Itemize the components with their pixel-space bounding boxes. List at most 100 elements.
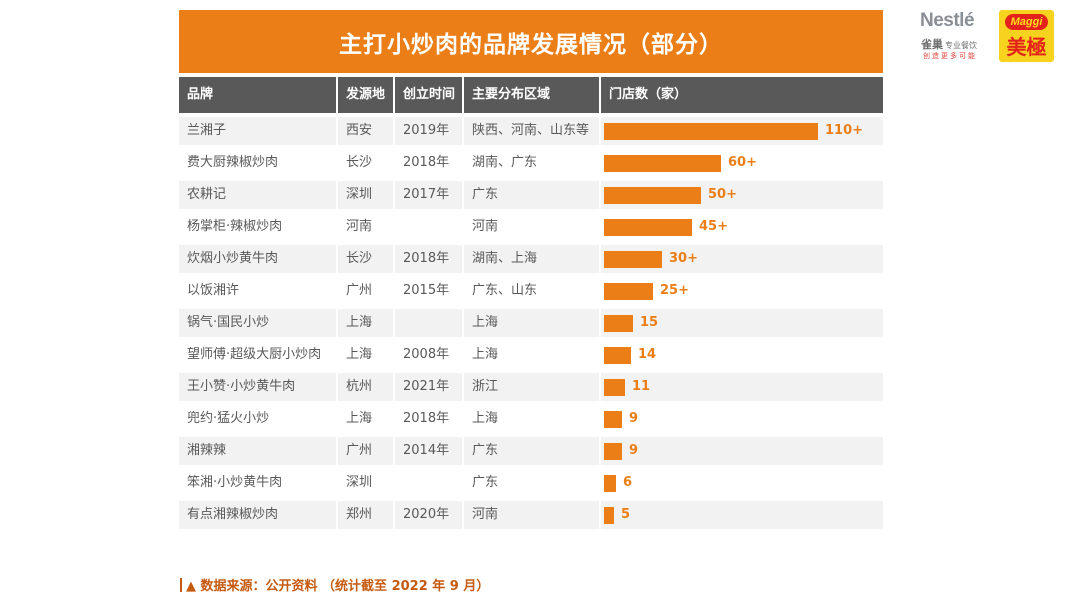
cell-founded: 2020年 (395, 501, 462, 529)
cell-stores (601, 405, 883, 433)
nestle-wordmark: Nestlé (920, 10, 975, 31)
cell-region: 广东 (464, 181, 599, 209)
store-count-bar (604, 379, 625, 396)
cell-region: 上海 (472, 411, 499, 426)
table-row: 笨湘·小炒黄牛肉 深圳 广东 6 (179, 469, 883, 497)
store-count-label: 50+ (708, 187, 737, 202)
cell-stores (601, 437, 883, 465)
cell-founded: 2021年 (395, 373, 462, 401)
cell-founded: 2017年 (395, 181, 462, 209)
cell-brand: 王小赞·小炒黄牛肉 (179, 373, 336, 401)
cell-stores (601, 469, 883, 497)
cell-origin: 上海 (338, 309, 393, 337)
cell-founded: 2019年 (395, 117, 462, 145)
cell-founded: 2018年 (403, 411, 450, 426)
table-row: 费大厨辣椒炒肉 长沙 2018年 湖南、广东 60+ (179, 149, 883, 177)
page-title: 主打小炒肉的品牌发展情况（部分） (179, 10, 883, 73)
cell-brand: 望师傅·超级大厨小炒肉 (187, 347, 322, 362)
table-row: 王小赞·小炒黄牛肉 杭州 2021年 浙江 11 (179, 373, 883, 401)
store-count-label: 15 (640, 315, 659, 330)
cell-brand: 兜约·猛火小炒 (187, 411, 270, 426)
source-text: ▲ 数据来源：公开资料 （统计截至 2022 年 9 月） (186, 579, 490, 594)
cell-founded: 2018年 (403, 155, 450, 170)
cell-region: 河南 (464, 501, 599, 529)
col-header-region: 主要分布区域 (464, 77, 599, 113)
store-count-label: 30+ (669, 251, 698, 266)
store-count-label: 6 (623, 475, 633, 490)
col-header-origin: 发源地 (338, 77, 393, 113)
cell-stores (601, 501, 883, 529)
store-count-bar (604, 283, 653, 300)
cell-brand: 炊烟小炒黄牛肉 (179, 245, 336, 273)
cell-stores (601, 309, 883, 337)
table-row: 有点湘辣椒炒肉 郑州 2020年 河南 5 (179, 501, 883, 529)
cell-brand: 费大厨辣椒炒肉 (187, 155, 279, 170)
cell-region: 广东 (472, 475, 499, 490)
table-header: 品牌 发源地 创立时间 主要分布区域 门店数（家） (179, 77, 883, 113)
cell-region: 广东、山东 (472, 283, 538, 298)
col-header-founded: 创立时间 (395, 77, 462, 113)
cell-founded: 2015年 (403, 283, 450, 298)
store-count-label: 110+ (825, 123, 864, 138)
cell-brand: 以饭湘许 (187, 283, 240, 298)
logo-group: Nestlé 雀巢 专业餐饮 创造更多可能 Maggi 美極 (916, 8, 1056, 64)
cell-origin: 西安 (338, 117, 393, 145)
col-header-brand: 品牌 (179, 77, 336, 113)
cell-brand: 锅气·国民小炒 (179, 309, 336, 337)
nestle-slogan: 创造更多可能 (923, 52, 977, 60)
maggi-cn-name: 美極 (1006, 35, 1047, 59)
table-row: 杨掌柜·辣椒炒肉 河南 河南 45+ (179, 213, 883, 241)
store-count-label: 9 (629, 411, 639, 426)
table-row: 以饭湘许 广州 2015年 广东、山东 25+ (179, 277, 883, 305)
cell-region: 湖南、广东 (472, 155, 538, 170)
table-row: 兜约·猛火小炒 上海 2018年 上海 9 (179, 405, 883, 433)
cell-origin: 杭州 (338, 373, 393, 401)
nestle-cn-sub: 专业餐饮 (945, 41, 977, 50)
cell-origin: 河南 (346, 219, 373, 234)
store-count-label: 60+ (728, 155, 757, 170)
maggi-wordmark: Maggi (1005, 14, 1048, 30)
table-row: 望师傅·超级大厨小炒肉 上海 2008年 上海 14 (179, 341, 883, 369)
table-row: 锅气·国民小炒 上海 上海 15 (179, 309, 883, 337)
cell-brand: 农耕记 (179, 181, 336, 209)
source-marker (180, 578, 182, 592)
store-count-bar (604, 507, 614, 524)
cell-founded: 2018年 (395, 245, 462, 273)
store-count-label: 45+ (699, 219, 728, 234)
table-row: 兰湘子 西安 2019年 陕西、河南、山东等 110+ (179, 117, 883, 145)
cell-origin: 长沙 (346, 155, 373, 170)
cell-region: 湖南、上海 (464, 245, 599, 273)
store-count-bar (604, 475, 616, 492)
cell-region: 上海 (464, 309, 599, 337)
nestle-logo: Nestlé 雀巢 专业餐饮 创造更多可能 (916, 10, 996, 62)
cell-region: 上海 (472, 347, 499, 362)
store-count-label: 25+ (660, 283, 689, 298)
cell-region: 河南 (472, 219, 499, 234)
cell-region: 广东 (464, 437, 599, 465)
store-count-label: 5 (621, 507, 631, 522)
store-count-bar (604, 123, 818, 140)
table-row: 农耕记 深圳 2017年 广东 50+ (179, 181, 883, 209)
cell-region: 陕西、河南、山东等 (464, 117, 599, 145)
cell-founded (395, 309, 462, 337)
cell-origin: 深圳 (346, 475, 373, 490)
table-row: 炊烟小炒黄牛肉 长沙 2018年 湖南、上海 30+ (179, 245, 883, 273)
store-count-bar (604, 347, 631, 364)
cell-brand: 有点湘辣椒炒肉 (179, 501, 336, 529)
nestle-cn-label: 雀巢 专业餐饮 (921, 36, 977, 52)
col-header-stores: 门店数（家） (601, 77, 883, 113)
cell-origin: 长沙 (338, 245, 393, 273)
cell-founded: 2008年 (403, 347, 450, 362)
cell-origin: 广州 (338, 437, 393, 465)
table-row: 湘辣辣 广州 2014年 广东 9 (179, 437, 883, 465)
store-count-bar (604, 251, 662, 268)
maggi-logo: Maggi 美極 (999, 10, 1054, 62)
store-count-bar (604, 187, 701, 204)
cell-origin: 郑州 (338, 501, 393, 529)
cell-origin: 上海 (346, 347, 373, 362)
cell-brand: 杨掌柜·辣椒炒肉 (187, 219, 283, 234)
cell-founded (395, 469, 462, 497)
cell-founded (395, 213, 462, 241)
cell-founded: 2014年 (395, 437, 462, 465)
store-count-label: 9 (629, 443, 639, 458)
